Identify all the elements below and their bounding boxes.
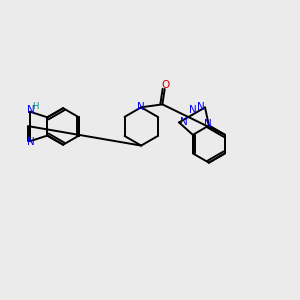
Text: N: N (189, 105, 196, 115)
Text: H: H (32, 102, 39, 111)
Text: N: N (180, 117, 187, 128)
Text: N: N (27, 106, 35, 116)
Text: N: N (137, 102, 145, 112)
Text: N: N (27, 137, 35, 147)
Text: N: N (197, 102, 205, 112)
Text: O: O (161, 80, 170, 90)
Text: N: N (204, 119, 212, 129)
